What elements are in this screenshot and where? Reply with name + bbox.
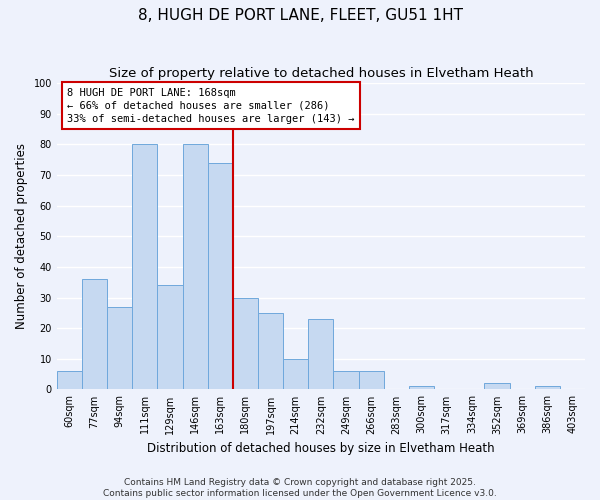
Bar [334,371,359,390]
Bar [283,359,308,390]
Y-axis label: Number of detached properties: Number of detached properties [15,143,28,329]
Bar [157,286,182,390]
Bar [359,371,384,390]
Bar [132,144,157,390]
Bar [258,313,283,390]
Bar [484,384,509,390]
Bar [82,279,107,390]
Text: 8, HUGH DE PORT LANE, FLEET, GU51 1HT: 8, HUGH DE PORT LANE, FLEET, GU51 1HT [137,8,463,22]
Bar [208,162,233,390]
Bar [182,144,208,390]
Bar [57,371,82,390]
Text: 8 HUGH DE PORT LANE: 168sqm
← 66% of detached houses are smaller (286)
33% of se: 8 HUGH DE PORT LANE: 168sqm ← 66% of det… [67,88,355,124]
X-axis label: Distribution of detached houses by size in Elvetham Heath: Distribution of detached houses by size … [147,442,495,455]
Bar [308,319,334,390]
Title: Size of property relative to detached houses in Elvetham Heath: Size of property relative to detached ho… [109,68,533,80]
Bar [409,386,434,390]
Bar [107,306,132,390]
Bar [233,298,258,390]
Text: Contains HM Land Registry data © Crown copyright and database right 2025.
Contai: Contains HM Land Registry data © Crown c… [103,478,497,498]
Bar [535,386,560,390]
